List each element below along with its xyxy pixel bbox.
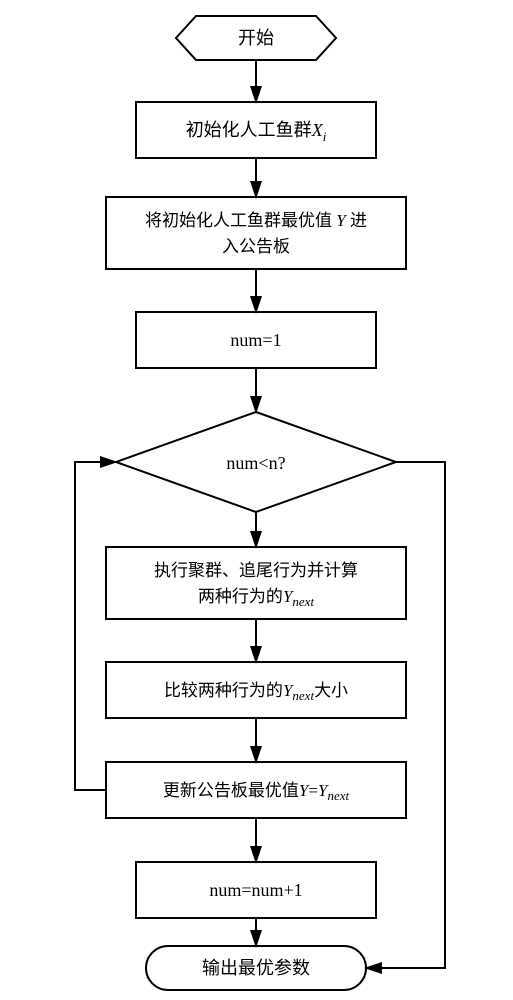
node-start: 开始	[176, 16, 336, 60]
output-label: 输出最优参数	[202, 958, 310, 978]
node-num1: num=1	[136, 312, 376, 368]
bulletin-shape	[106, 197, 406, 269]
update-label: 更新公告板最优值Y=Ynext	[163, 781, 350, 803]
node-update: 更新公告板最优值Y=Ynext	[106, 762, 406, 818]
inc-label: num=num+1	[209, 880, 302, 900]
node-inc: num=num+1	[136, 862, 376, 918]
node-init: 初始化人工鱼群Xi	[136, 102, 376, 158]
bulletin-line1: 将初始化人工鱼群最优值 Y 进	[145, 211, 367, 230]
num1-label: num=1	[230, 330, 281, 350]
exec-shape	[106, 547, 406, 619]
node-exec: 执行聚群、追尾行为并计算 两种行为的Ynext	[106, 547, 406, 619]
compare-label: 比较两种行为的Ynext大小	[164, 681, 348, 703]
decision-label: num<n?	[226, 453, 285, 473]
node-compare: 比较两种行为的Ynext大小	[106, 662, 406, 718]
node-decision: num<n?	[116, 412, 396, 512]
start-label: 开始	[238, 28, 274, 48]
bulletin-line2: 入公告板	[222, 237, 290, 256]
edge-loop-left	[75, 462, 116, 790]
node-output: 输出最优参数	[146, 946, 366, 990]
node-bulletin: 将初始化人工鱼群最优值 Y 进 入公告板	[106, 197, 406, 269]
exec-line1: 执行聚群、追尾行为并计算	[154, 561, 358, 580]
